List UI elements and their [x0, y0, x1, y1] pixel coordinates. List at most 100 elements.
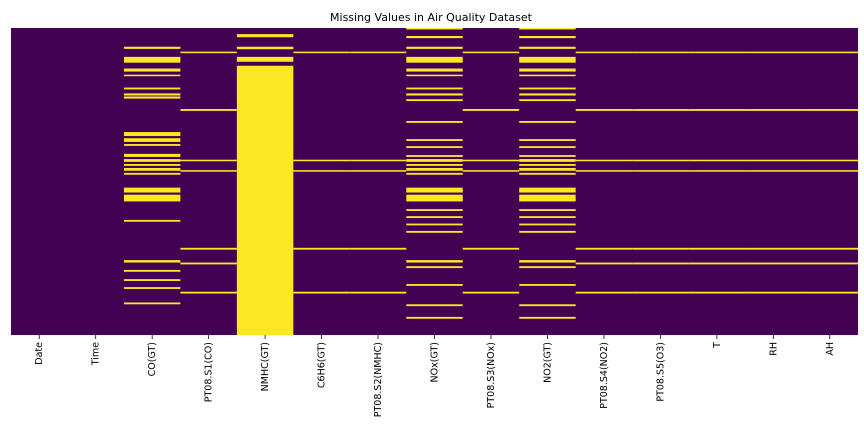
missing-cell — [406, 304, 463, 307]
missing-cell — [632, 159, 689, 162]
x-tick-label: Date — [34, 342, 45, 365]
missing-cell — [123, 87, 181, 90]
x-tick-label: T — [712, 342, 723, 349]
missing-cell — [123, 153, 181, 157]
missing-cell — [462, 51, 520, 54]
missing-cell — [406, 74, 463, 77]
x-tick-label: NMHC(GT) — [260, 342, 271, 391]
missing-cell — [293, 291, 350, 294]
missing-cell — [236, 56, 294, 62]
missing-cell — [632, 170, 689, 172]
missing-cell — [688, 51, 746, 54]
missing-cell — [745, 291, 802, 294]
x-tick-label: PT08.S2(NMHC) — [373, 342, 384, 417]
missing-cell — [123, 260, 181, 263]
missing-cell — [462, 291, 520, 294]
x-tick-label: RH — [768, 342, 779, 356]
missing-cell — [688, 291, 746, 294]
missing-cell — [123, 194, 181, 202]
missing-cell — [123, 279, 181, 281]
missing-cell — [801, 247, 858, 250]
missing-cell — [745, 51, 802, 54]
missing-cell — [406, 46, 463, 49]
heatmap-background — [11, 28, 858, 335]
missing-cell — [349, 170, 407, 172]
missing-cell — [406, 28, 463, 30]
missing-cell — [519, 56, 576, 63]
x-tick-label: NOx(GT) — [430, 342, 441, 382]
missing-cell — [123, 96, 181, 99]
missing-cell — [575, 291, 633, 294]
missing-cell — [123, 93, 181, 96]
missing-cell — [632, 262, 689, 265]
missing-cell — [519, 230, 576, 233]
missing-cell — [519, 216, 576, 219]
missing-cell — [519, 304, 576, 307]
missing-cell — [519, 99, 576, 102]
missing-cell — [406, 266, 463, 269]
missing-cell — [406, 159, 463, 162]
missing-cell — [519, 284, 576, 286]
missing-cell — [688, 159, 746, 162]
missing-cell — [349, 291, 407, 294]
x-tick-label: CO(GT) — [147, 342, 158, 376]
missing-cell — [801, 51, 858, 54]
missing-cell — [180, 262, 237, 265]
missing-cell — [519, 87, 576, 90]
missing-cell — [801, 262, 858, 265]
missing-cell — [801, 159, 858, 162]
missing-cell — [123, 302, 181, 305]
missing-cell — [519, 266, 576, 269]
x-tick-label: AH — [825, 342, 836, 356]
missing-cell — [688, 262, 746, 265]
missing-cell — [575, 159, 633, 162]
missing-cell — [632, 51, 689, 54]
missing-cell — [462, 170, 520, 172]
missing-cell — [519, 121, 576, 123]
missing-cell — [406, 260, 463, 263]
missing-cell — [180, 170, 237, 172]
missing-cell — [406, 187, 463, 193]
missing-cell — [462, 247, 520, 250]
missing-cell — [123, 159, 181, 162]
x-tick-label: PT08.S4(NO2) — [599, 342, 610, 409]
missing-cell — [575, 109, 633, 111]
missing-cell — [123, 287, 181, 289]
missing-cell — [575, 170, 633, 172]
missing-cell — [745, 109, 802, 111]
missing-cell — [745, 262, 802, 265]
missing-cell — [519, 260, 576, 263]
missing-cell — [406, 167, 463, 171]
missing-cell — [236, 34, 294, 38]
missing-cell — [123, 172, 181, 175]
missing-cell — [632, 247, 689, 250]
x-tick-label: PT08.S5(O3) — [655, 342, 666, 402]
missing-cell — [519, 164, 576, 166]
missing-cell — [293, 170, 350, 172]
x-tick-label: PT08.S1(CO) — [204, 342, 215, 402]
missing-cell — [123, 269, 181, 272]
missing-cell — [801, 170, 858, 172]
missing-cell — [575, 262, 633, 265]
missing-cell — [519, 74, 576, 77]
missing-cell — [123, 56, 181, 63]
missing-cell — [293, 159, 350, 162]
missing-cell — [349, 51, 407, 54]
heatmap-plot-area — [11, 28, 858, 335]
missing-cell — [180, 291, 237, 294]
missing-cell — [745, 159, 802, 162]
missing-cell — [745, 247, 802, 250]
missing-cell — [123, 46, 181, 49]
missing-cell — [123, 132, 181, 137]
missing-cell — [293, 51, 350, 54]
missing-cell — [406, 284, 463, 286]
missing-cell — [180, 159, 237, 162]
missing-cell — [236, 65, 294, 335]
missing-cell — [745, 170, 802, 172]
missing-cell — [519, 194, 576, 202]
missing-cell — [406, 155, 463, 157]
missing-cell — [293, 247, 350, 250]
missing-cell — [123, 74, 181, 77]
missing-cell — [519, 316, 576, 319]
